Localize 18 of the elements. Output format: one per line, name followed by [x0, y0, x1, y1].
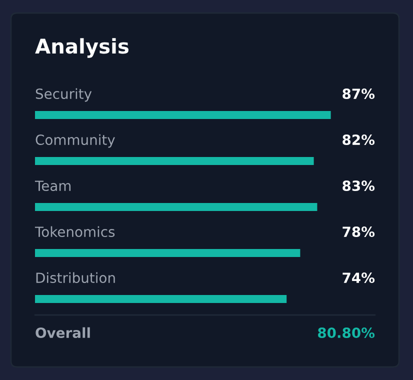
text: Overall	[36, 327, 90, 338]
y-tick-label: Security	[36, 88, 92, 102]
text: 80.80%	[318, 328, 375, 338]
data-label: 83%	[342, 180, 375, 192]
data-label: 78%	[342, 226, 375, 238]
data-label: 82%	[342, 134, 375, 146]
bar	[35, 203, 318, 211]
bar	[35, 111, 331, 119]
y-tick-label: Distribution	[36, 272, 115, 284]
chart-title: Analysis	[35, 38, 128, 58]
data-label: 74%	[342, 272, 375, 284]
y-tick-label: Team	[34, 180, 71, 192]
bar	[35, 249, 300, 257]
y-tick-label: Tokenomics	[34, 226, 115, 238]
bar	[35, 295, 287, 303]
data-label: 87%	[342, 88, 375, 100]
bar	[35, 157, 314, 165]
y-tick-label: Community	[36, 134, 115, 148]
